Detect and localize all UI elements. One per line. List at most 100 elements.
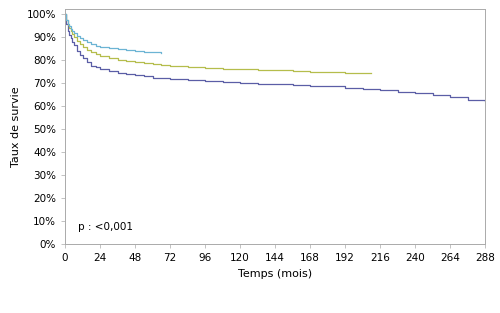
1985-1995 [66, 33, 72, 37]
1985-1995 [464, 98, 470, 101]
1996-2005 [342, 71, 348, 74]
1985-1995 [220, 80, 226, 84]
1985-1995 [123, 72, 129, 76]
1985-1995 [76, 54, 82, 57]
1996-2005 [76, 43, 82, 46]
2006-2014 [84, 40, 90, 44]
2006-2014 [123, 48, 129, 52]
2006-2014 [66, 24, 72, 28]
1996-2005 [71, 35, 77, 39]
1996-2005 [84, 48, 90, 52]
2006-2014 [64, 18, 70, 22]
1996-2005 [220, 67, 226, 70]
1985-1995 [202, 80, 208, 83]
1996-2005 [237, 67, 243, 71]
1985-1995 [62, 12, 68, 16]
1996-2005 [368, 71, 374, 75]
1985-1995 [360, 87, 366, 91]
1996-2005 [202, 66, 208, 70]
1985-1995 [290, 83, 296, 87]
1985-1995 [64, 23, 70, 26]
1985-1995 [141, 74, 147, 78]
1985-1995 [65, 29, 71, 33]
1996-2005 [97, 54, 103, 58]
2006-2014 [62, 12, 68, 16]
2006-2014 [92, 44, 98, 48]
1985-1995 [97, 67, 103, 71]
1985-1995 [447, 95, 453, 99]
1985-1995 [68, 36, 74, 40]
Line: 1996-2005: 1996-2005 [65, 14, 371, 73]
1985-1995 [184, 78, 190, 82]
1996-2005 [324, 70, 330, 74]
2006-2014 [80, 38, 86, 42]
1985-1995 [342, 86, 348, 90]
1985-1995 [430, 93, 436, 97]
1996-2005 [62, 12, 68, 16]
1996-2005 [92, 52, 98, 56]
1996-2005 [106, 56, 112, 59]
1996-2005 [141, 61, 147, 65]
1996-2005 [132, 60, 138, 64]
1985-1995 [254, 82, 260, 86]
Text: p : <0,001: p : <0,001 [78, 223, 132, 232]
2006-2014 [70, 29, 75, 33]
2006-2014 [88, 43, 94, 46]
2006-2014 [150, 50, 156, 54]
1996-2005 [64, 18, 70, 22]
1985-1995 [324, 85, 330, 88]
1996-2005 [290, 69, 296, 73]
1996-2005 [158, 63, 164, 67]
1985-1995 [71, 43, 77, 47]
1996-2005 [360, 71, 366, 75]
2006-2014 [68, 27, 74, 31]
1985-1995 [70, 40, 75, 44]
X-axis label: Temps (mois): Temps (mois) [238, 269, 312, 279]
1985-1995 [106, 69, 112, 73]
2006-2014 [65, 22, 71, 26]
1996-2005 [74, 39, 80, 43]
2006-2014 [74, 34, 80, 38]
1985-1995 [88, 64, 94, 68]
2006-2014 [106, 46, 112, 50]
1985-1995 [150, 76, 156, 80]
1996-2005 [65, 23, 71, 27]
Line: 1985-1995: 1985-1995 [65, 14, 485, 101]
1996-2005 [68, 30, 74, 33]
Line: 2006-2014: 2006-2014 [65, 14, 161, 53]
1985-1995 [84, 60, 90, 64]
1985-1995 [74, 49, 80, 53]
1985-1995 [482, 99, 488, 103]
1985-1995 [394, 90, 400, 94]
1985-1995 [92, 65, 98, 69]
1985-1995 [412, 91, 418, 95]
1985-1995 [80, 56, 86, 60]
2006-2014 [132, 49, 138, 53]
1996-2005 [272, 69, 278, 72]
1985-1995 [237, 81, 243, 85]
1985-1995 [114, 71, 120, 74]
1996-2005 [123, 59, 129, 63]
2006-2014 [141, 50, 147, 54]
1996-2005 [167, 64, 173, 68]
1996-2005 [254, 68, 260, 72]
1985-1995 [158, 77, 164, 80]
1985-1995 [272, 83, 278, 86]
2006-2014 [158, 51, 164, 55]
1996-2005 [184, 65, 190, 69]
2006-2014 [71, 31, 77, 35]
Y-axis label: Taux de survie: Taux de survie [11, 86, 21, 167]
1996-2005 [88, 50, 94, 54]
1996-2005 [150, 62, 156, 66]
1985-1995 [132, 73, 138, 77]
1985-1995 [307, 84, 313, 88]
1996-2005 [114, 58, 120, 61]
2006-2014 [97, 45, 103, 49]
2006-2014 [76, 36, 82, 40]
2006-2014 [114, 47, 120, 51]
1996-2005 [80, 45, 86, 49]
1996-2005 [66, 26, 72, 30]
1996-2005 [70, 32, 75, 36]
1996-2005 [307, 70, 313, 74]
1985-1995 [377, 89, 383, 92]
